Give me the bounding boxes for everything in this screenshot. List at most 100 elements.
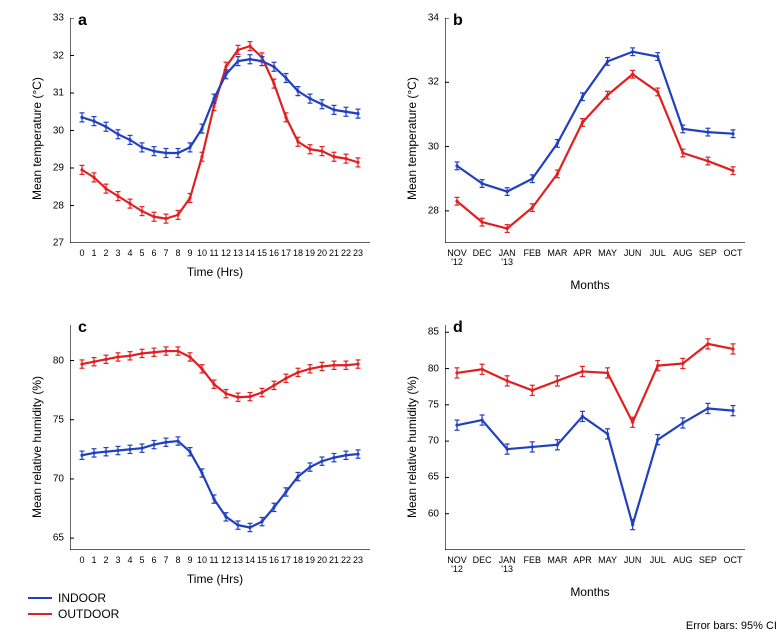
- panel-a-xlabel: Time (Hrs): [175, 265, 255, 279]
- panel-d-plot: [445, 325, 745, 550]
- x-tick-label: SEP: [699, 249, 717, 258]
- x-tick-label: 21: [329, 556, 339, 565]
- legend-outdoor: OUTDOOR: [28, 606, 119, 622]
- x-tick-label: 9: [187, 556, 192, 565]
- y-tick-label: 60: [415, 508, 439, 519]
- y-tick-label: 32: [40, 50, 64, 61]
- x-tick-label: JUN: [624, 556, 642, 565]
- x-tick-label: MAR: [547, 249, 567, 258]
- x-tick-label: JUL: [650, 249, 666, 258]
- y-tick-label: 33: [40, 13, 64, 24]
- x-tick-label: NOV '12: [447, 556, 467, 575]
- x-tick-label: MAY: [598, 556, 617, 565]
- y-tick-label: 28: [415, 205, 439, 216]
- error-bar-caption: Error bars: 95% CI: [686, 620, 777, 632]
- x-tick-label: APR: [573, 556, 592, 565]
- x-tick-label: 3: [115, 249, 120, 258]
- x-tick-label: 15: [257, 249, 267, 258]
- x-tick-label: SEP: [699, 556, 717, 565]
- x-tick-label: 23: [353, 249, 363, 258]
- x-tick-label: OCT: [724, 249, 743, 258]
- x-tick-label: AUG: [673, 249, 693, 258]
- y-tick-label: 70: [415, 436, 439, 447]
- x-tick-label: 0: [79, 249, 84, 258]
- x-tick-label: 1: [91, 249, 96, 258]
- x-tick-label: OCT: [724, 556, 743, 565]
- x-tick-label: 20: [317, 556, 327, 565]
- panel-b-ylabel: Mean temperature (°C): [405, 77, 419, 200]
- x-tick-label: 22: [341, 249, 351, 258]
- panel-a-plot: [70, 18, 370, 243]
- x-tick-label: 12: [221, 249, 231, 258]
- x-tick-label: 2: [103, 556, 108, 565]
- legend-indoor: INDOOR: [28, 590, 119, 606]
- x-tick-label: 22: [341, 556, 351, 565]
- panel-c-xlabel: Time (Hrs): [175, 572, 255, 586]
- y-tick-label: 85: [415, 327, 439, 338]
- x-tick-label: JAN '13: [499, 556, 516, 575]
- x-tick-label: 5: [139, 556, 144, 565]
- x-tick-label: 7: [163, 249, 168, 258]
- x-tick-label: 18: [293, 556, 303, 565]
- x-tick-label: 3: [115, 556, 120, 565]
- x-tick-label: 8: [175, 556, 180, 565]
- x-tick-label: 6: [151, 556, 156, 565]
- x-tick-label: JUL: [650, 556, 666, 565]
- y-tick-label: 75: [40, 414, 64, 425]
- legend-outdoor-swatch: [28, 613, 52, 615]
- figure-root: a b c d Mean temperature (°C) Time (Hrs)…: [0, 0, 783, 644]
- panel-d-ylabel: Mean relative humidity (%): [405, 376, 419, 518]
- x-tick-label: 4: [127, 249, 132, 258]
- panel-b-xlabel: Months: [560, 278, 620, 292]
- x-tick-label: 13: [233, 249, 243, 258]
- y-tick-label: 27: [40, 238, 64, 249]
- x-tick-label: 4: [127, 556, 132, 565]
- x-tick-label: APR: [573, 249, 592, 258]
- x-tick-label: 12: [221, 556, 231, 565]
- y-tick-label: 65: [415, 472, 439, 483]
- x-tick-label: 2: [103, 249, 108, 258]
- x-tick-label: 20: [317, 249, 327, 258]
- x-tick-label: 9: [187, 249, 192, 258]
- legend-indoor-swatch: [28, 597, 52, 599]
- x-tick-label: 8: [175, 249, 180, 258]
- x-tick-label: DEC: [473, 249, 492, 258]
- x-tick-label: 13: [233, 556, 243, 565]
- x-tick-label: 5: [139, 249, 144, 258]
- y-tick-label: 80: [40, 355, 64, 366]
- y-tick-label: 34: [415, 13, 439, 24]
- x-tick-label: 17: [281, 556, 291, 565]
- x-tick-label: FEB: [524, 556, 542, 565]
- x-tick-label: 17: [281, 249, 291, 258]
- x-tick-label: MAR: [547, 556, 567, 565]
- y-tick-label: 80: [415, 363, 439, 374]
- y-tick-label: 31: [40, 88, 64, 99]
- panel-d-xlabel: Months: [560, 585, 620, 599]
- x-tick-label: 23: [353, 556, 363, 565]
- x-tick-label: 10: [197, 556, 207, 565]
- x-tick-label: 10: [197, 249, 207, 258]
- y-tick-label: 29: [40, 163, 64, 174]
- x-tick-label: 19: [305, 556, 315, 565]
- x-tick-label: 15: [257, 556, 267, 565]
- y-tick-label: 30: [415, 141, 439, 152]
- x-tick-label: 14: [245, 249, 255, 258]
- y-tick-label: 30: [40, 125, 64, 136]
- legend-outdoor-label: OUTDOOR: [58, 607, 119, 621]
- panel-b-plot: [445, 18, 745, 243]
- x-tick-label: FEB: [524, 249, 542, 258]
- y-tick-label: 65: [40, 533, 64, 544]
- panel-c-plot: [70, 325, 370, 550]
- x-tick-label: 19: [305, 249, 315, 258]
- x-tick-label: 16: [269, 556, 279, 565]
- y-tick-label: 32: [415, 77, 439, 88]
- x-tick-label: 18: [293, 249, 303, 258]
- legend: INDOOR OUTDOOR: [28, 590, 119, 622]
- x-tick-label: 6: [151, 249, 156, 258]
- legend-indoor-label: INDOOR: [58, 591, 106, 605]
- x-tick-label: JUN: [624, 249, 642, 258]
- x-tick-label: 21: [329, 249, 339, 258]
- x-tick-label: NOV '12: [447, 249, 467, 268]
- x-tick-label: 1: [91, 556, 96, 565]
- x-tick-label: 11: [209, 249, 218, 258]
